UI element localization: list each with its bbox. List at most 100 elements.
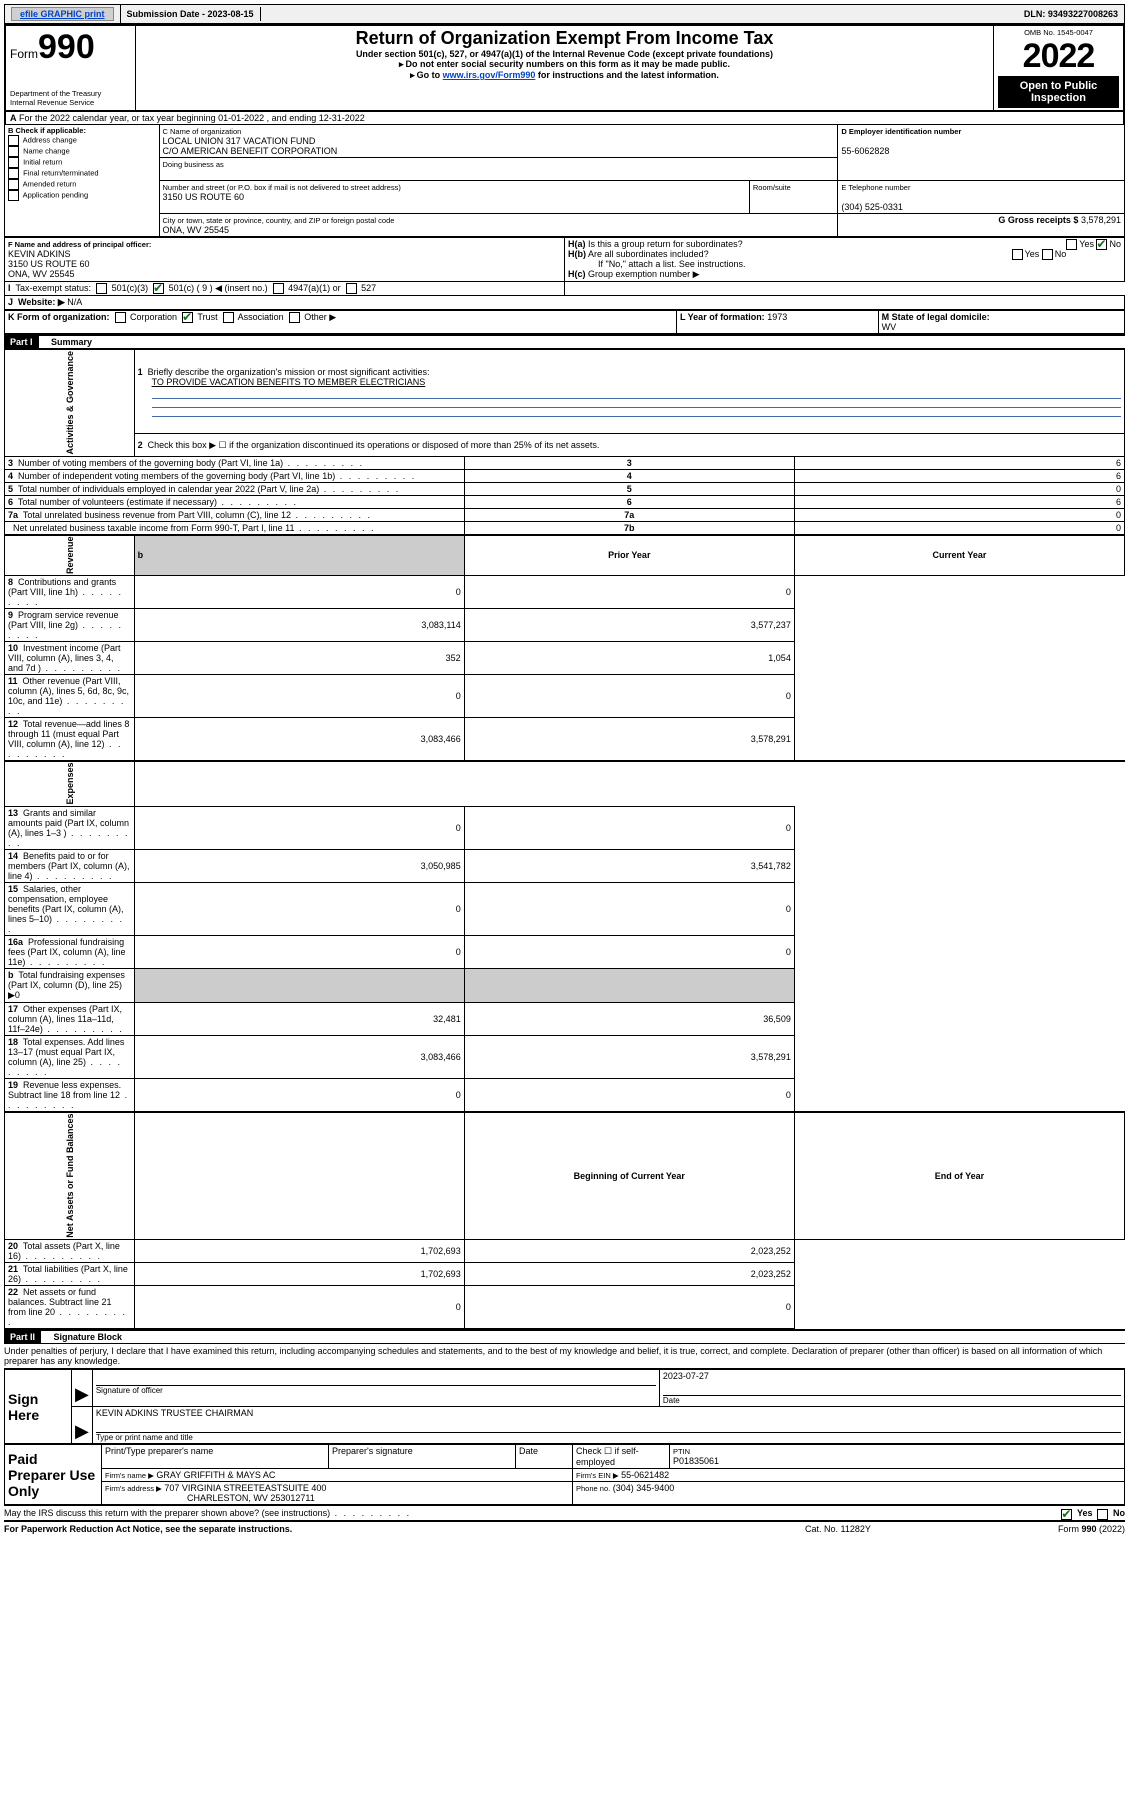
i-501c[interactable] xyxy=(153,283,164,294)
boy-hdr: Beginning of Current Year xyxy=(464,1112,794,1240)
date-label: Date xyxy=(663,1395,1121,1405)
perjury-decl: Under penalties of perjury, I declare th… xyxy=(4,1344,1125,1369)
line-a: A For the 2022 calendar year, or tax yea… xyxy=(4,112,1125,124)
data-row: 17 Other expenses (Part IX, column (A), … xyxy=(5,1003,1125,1036)
data-row: 22 Net assets or fund balances. Subtract… xyxy=(5,1286,1125,1329)
current-year-hdr: Current Year xyxy=(794,535,1124,576)
sig-officer-label: Signature of officer xyxy=(96,1385,656,1395)
prep-name-label: Print/Type preparer's name xyxy=(102,1445,329,1469)
city: ONA, WV 25545 xyxy=(163,225,230,235)
firm-phone: (304) 345-9400 xyxy=(613,1483,675,1493)
box-b-hdr: B Check if applicable: xyxy=(8,126,156,135)
gross-receipts: 3,578,291 xyxy=(1081,215,1121,225)
phone: (304) 525-0331 xyxy=(841,202,903,212)
sign-here-label: Sign Here xyxy=(5,1370,72,1444)
prior-year-hdr: Prior Year xyxy=(464,535,794,576)
name-title-label: Type or print name and title xyxy=(96,1432,1121,1442)
submission-date: Submission Date - 2023-08-15 xyxy=(121,7,261,21)
form990-link[interactable]: www.irs.gov/Form990 xyxy=(443,70,536,80)
box-i-label: Tax-exempt status: xyxy=(16,283,92,293)
efile-btn[interactable]: efile GRAPHIC print xyxy=(11,7,114,21)
ha-label: Is this a group return for subordinates? xyxy=(588,239,743,249)
officer-typed-name: KEVIN ADKINS TRUSTEE CHAIRMAN xyxy=(96,1408,1121,1418)
officer-name: KEVIN ADKINS xyxy=(8,249,71,259)
year-formation: 1973 xyxy=(767,312,787,322)
hb-yes[interactable] xyxy=(1012,249,1023,260)
line2-label: Check this box ▶ ☐ if the organization d… xyxy=(148,440,600,450)
street: 3150 US ROUTE 60 xyxy=(163,192,245,202)
room-label: Room/suite xyxy=(753,183,791,192)
ptin: P01835061 xyxy=(673,1456,719,1466)
side-expenses: Expenses xyxy=(5,761,135,807)
discuss-yes[interactable] xyxy=(1061,1509,1072,1520)
part2-hdr: Part II xyxy=(4,1331,41,1343)
domicile: WV xyxy=(882,322,897,332)
form-number: 990 xyxy=(38,28,95,66)
self-emp-label: Check ☐ if self-employed xyxy=(573,1445,670,1469)
identity-table: B Check if applicable: Address change Na… xyxy=(4,124,1125,237)
sign-table: Sign Here ▶ Signature of officer 2023-07… xyxy=(4,1369,1125,1444)
form-word: Form xyxy=(10,47,38,61)
box-b-option[interactable]: Name change xyxy=(8,146,156,157)
k-other[interactable] xyxy=(289,312,300,323)
data-row: 14 Benefits paid to or for members (Part… xyxy=(5,850,1125,883)
form-sub2: Do not enter social security numbers on … xyxy=(405,59,730,69)
box-l-label: L Year of formation: xyxy=(680,312,765,322)
gov-row: 7a Total unrelated business revenue from… xyxy=(5,508,1125,521)
box-b-option[interactable]: Amended return xyxy=(8,179,156,190)
gov-row: Net unrelated business taxable income fr… xyxy=(5,521,1125,535)
k-trust[interactable] xyxy=(182,312,193,323)
form-sub1: Under section 501(c), 527, or 4947(a)(1)… xyxy=(140,49,989,59)
paid-preparer-label: Paid Preparer Use Only xyxy=(5,1445,102,1505)
box-m-label: M State of legal domicile: xyxy=(882,312,990,322)
data-row: 8 Contributions and grants (Part VIII, l… xyxy=(5,576,1125,609)
form-header: Form990 Department of the Treasury Inter… xyxy=(4,24,1125,112)
line1-label: Briefly describe the organization's miss… xyxy=(148,367,430,377)
data-row: 18 Total expenses. Add lines 13–17 (must… xyxy=(5,1036,1125,1079)
preparer-table: Paid Preparer Use Only Print/Type prepar… xyxy=(4,1444,1125,1505)
part1-bar: Part I Summary xyxy=(4,334,1125,349)
data-row: 16a Professional fundraising fees (Part … xyxy=(5,936,1125,969)
open-inspection: Open to Public Inspection xyxy=(998,76,1119,108)
ha-yes[interactable] xyxy=(1066,239,1077,250)
box-b-option[interactable]: Address change xyxy=(8,135,156,146)
box-b-option[interactable]: Initial return xyxy=(8,157,156,168)
firm-ein-label: Firm's EIN ▶ xyxy=(576,1471,619,1480)
officer-addr2: ONA, WV 25545 xyxy=(8,269,75,279)
box-b-option[interactable]: Application pending xyxy=(8,190,156,201)
ha-no[interactable] xyxy=(1096,239,1107,250)
gov-row: 6 Total number of volunteers (estimate i… xyxy=(5,495,1125,508)
k-assoc[interactable] xyxy=(223,312,234,323)
data-row: 13 Grants and similar amounts paid (Part… xyxy=(5,807,1125,850)
dept-label: Department of the Treasury xyxy=(10,89,131,98)
hb-note: If "No," attach a list. See instructions… xyxy=(568,259,745,269)
part1-title: Summary xyxy=(41,337,92,347)
ein: 55-6062828 xyxy=(841,146,889,156)
firm-name-label: Firm's name ▶ xyxy=(105,1471,154,1480)
side-revenue: Revenue xyxy=(5,535,135,576)
firm-addr1: 707 VIRGINIA STREETEASTSUITE 400 xyxy=(164,1483,326,1493)
org-name1: LOCAL UNION 317 VACATION FUND xyxy=(163,136,316,146)
i-501c3[interactable] xyxy=(96,283,107,294)
hb-no[interactable] xyxy=(1042,249,1053,260)
i-527[interactable] xyxy=(346,283,357,294)
hb-label: Are all subordinates included? xyxy=(588,249,709,259)
i-4947[interactable] xyxy=(273,283,284,294)
side-governance: Activities & Governance xyxy=(5,350,135,457)
form-sub3a: Go to xyxy=(417,70,443,80)
sign-date: 2023-07-27 xyxy=(663,1371,1121,1381)
box-b-option[interactable]: Final return/terminated xyxy=(8,168,156,179)
data-row: 20 Total assets (Part X, line 16)1,702,6… xyxy=(5,1240,1125,1263)
box-d-label: D Employer identification number xyxy=(841,127,961,136)
hc-label: Group exemption number ▶ xyxy=(588,269,699,279)
k-corp[interactable] xyxy=(115,312,126,323)
firm-addr2: CHARLESTON, WV 253012711 xyxy=(105,1493,315,1503)
omb: OMB No. 1545-0047 xyxy=(998,28,1119,37)
officer-addr1: 3150 US ROUTE 60 xyxy=(8,259,90,269)
part2-bar: Part II Signature Block xyxy=(4,1329,1125,1344)
discuss-no[interactable] xyxy=(1097,1509,1108,1520)
part2-title: Signature Block xyxy=(44,1332,123,1342)
efile-label: efile GRAPHIC print xyxy=(5,5,121,23)
data-row: 19 Revenue less expenses. Subtract line … xyxy=(5,1079,1125,1113)
firm-ein: 55-0621482 xyxy=(621,1470,669,1480)
